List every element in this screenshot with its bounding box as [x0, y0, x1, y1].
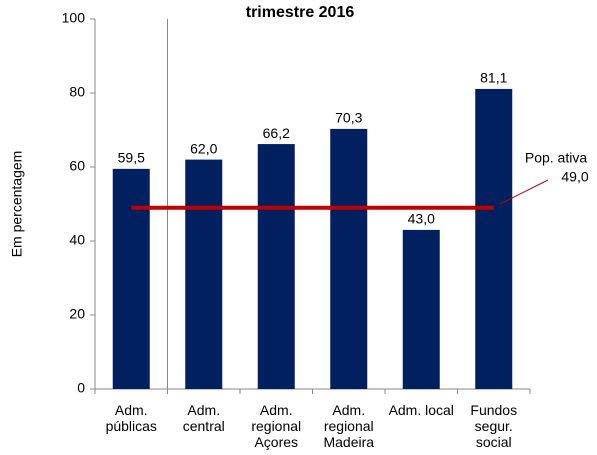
- y-tick-label: 100: [62, 10, 86, 26]
- reference-value-label: 49,0: [561, 169, 588, 185]
- y-axis-label: Em percentagem: [9, 151, 25, 258]
- x-tick-label: Adm. regional Madeira: [323, 402, 375, 450]
- bar: [330, 128, 368, 389]
- data-label: 70,3: [335, 110, 362, 126]
- data-label: 62,0: [190, 140, 217, 156]
- bar: [257, 144, 295, 389]
- bar: [112, 168, 150, 389]
- chart-title: trimestre 2016: [246, 4, 355, 21]
- y-tick-label: 60: [69, 158, 85, 174]
- y-tick-label: 40: [69, 232, 85, 248]
- reference-label: Pop. ativa: [525, 150, 587, 166]
- data-label: 43,0: [408, 211, 435, 227]
- data-label: 81,1: [480, 70, 507, 86]
- x-tick-label: Adm. regional Açores: [251, 402, 302, 450]
- x-tick-label: Adm. públicas: [105, 402, 157, 434]
- x-tick-label: Adm. local: [388, 402, 454, 418]
- bar: [475, 88, 513, 390]
- x-tick-label: Adm. central: [182, 402, 225, 434]
- y-tick-label: 20: [69, 306, 85, 322]
- bar: [185, 159, 223, 389]
- x-tick-label: Fundos segur. social: [470, 402, 518, 450]
- data-label: 59,5: [118, 150, 145, 166]
- data-label: 66,2: [263, 125, 290, 141]
- y-tick-label: 80: [69, 84, 85, 100]
- y-tick-label: 0: [77, 380, 85, 396]
- leader-line: [499, 179, 549, 205]
- bar: [402, 229, 440, 389]
